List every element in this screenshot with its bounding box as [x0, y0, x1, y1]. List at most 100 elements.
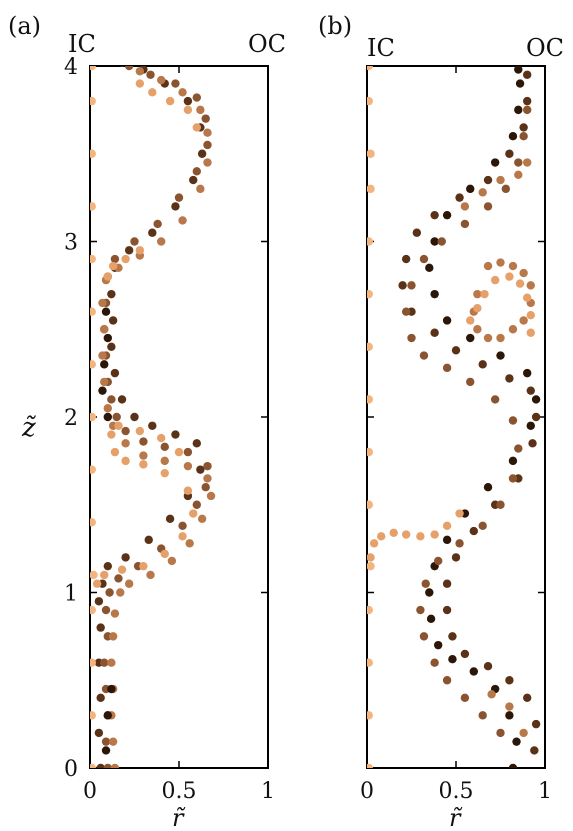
ic-tag: IC: [367, 34, 395, 62]
data-point: [135, 426, 145, 436]
data-point: [412, 228, 422, 237]
data-point: [460, 219, 470, 229]
data-point: [103, 333, 113, 343]
data-point: [203, 128, 212, 137]
data-point: [478, 711, 487, 720]
data-point: [90, 570, 98, 580]
data-point: [167, 556, 177, 566]
plot-area-a: 0 0.5 1 0 1 2 3 4: [64, 55, 275, 804]
data-point: [192, 167, 201, 176]
data-point: [401, 307, 411, 316]
data-point: [531, 719, 541, 729]
data-point: [148, 88, 157, 97]
data-point: [183, 105, 193, 115]
data-point: [367, 605, 373, 615]
data-point: [496, 500, 505, 509]
x-tick-label: 1: [261, 779, 275, 804]
data-point: [483, 662, 493, 671]
data-point: [90, 360, 96, 369]
data-point: [526, 311, 535, 320]
data-point: [377, 532, 386, 541]
data-point: [201, 114, 210, 123]
data-point: [103, 272, 113, 281]
data-point: [512, 737, 521, 746]
data-point: [139, 437, 148, 446]
data-point: [531, 395, 541, 404]
data-point: [153, 219, 162, 229]
data-point: [514, 66, 523, 74]
data-point: [124, 66, 134, 71]
data-point: [107, 395, 116, 404]
data-point: [201, 483, 210, 492]
data-point: [483, 333, 493, 343]
data-point: [515, 79, 525, 88]
data-point: [480, 289, 489, 299]
panel-label: (a): [8, 12, 41, 40]
data-point: [157, 75, 166, 85]
data-point: [460, 202, 470, 211]
data-point: [90, 711, 96, 720]
data-point: [508, 261, 518, 271]
data-point: [103, 561, 113, 571]
data-point: [430, 237, 439, 246]
data-point: [105, 588, 114, 597]
data-point: [101, 307, 111, 316]
data-point: [514, 158, 523, 167]
data-point: [473, 325, 482, 334]
data-point: [146, 70, 155, 79]
data-point: [139, 451, 148, 460]
data-point: [523, 158, 532, 167]
data-point: [196, 105, 205, 115]
data-point: [107, 342, 116, 351]
data-point: [367, 237, 373, 246]
data-point: [108, 632, 118, 641]
data-point: [124, 579, 134, 588]
data-point: [531, 412, 541, 422]
data-point: [466, 184, 475, 194]
data-point: [110, 254, 120, 264]
data-point: [460, 693, 470, 702]
data-point: [174, 193, 184, 202]
data-point: [460, 649, 470, 659]
data-point: [483, 175, 493, 185]
data-point: [519, 268, 528, 278]
data-point: [100, 570, 109, 580]
data-point: [505, 149, 514, 158]
data-point: [90, 412, 96, 422]
data-point: [100, 325, 109, 334]
data-point: [121, 553, 130, 562]
data-point: [206, 491, 216, 501]
data-point: [367, 553, 375, 562]
data-point: [101, 746, 111, 755]
data-point: [430, 530, 439, 539]
data-point: [501, 184, 511, 194]
ic-tag: IC: [68, 30, 96, 58]
data-point: [144, 535, 153, 545]
data-point: [90, 202, 96, 211]
data-point: [178, 521, 187, 531]
data-point: [197, 514, 207, 523]
data-point: [508, 132, 518, 141]
data-point: [178, 88, 187, 97]
data-point: [189, 509, 198, 518]
data-point: [505, 272, 514, 281]
data-point: [430, 328, 439, 337]
data-point: [523, 96, 532, 106]
data-point: [100, 360, 109, 369]
data-point: [100, 658, 109, 667]
data-point: [367, 96, 373, 106]
y-tick-label: 0: [64, 757, 78, 782]
data-point: [505, 702, 514, 711]
data-point: [425, 263, 434, 273]
data-point: [421, 579, 430, 588]
data-point: [367, 763, 373, 768]
data-point: [121, 456, 130, 466]
data-point: [419, 351, 429, 360]
data-point: [90, 465, 96, 474]
data-point: [442, 521, 452, 531]
data-point: [183, 96, 193, 106]
data-point: [505, 676, 514, 685]
data-point: [130, 237, 139, 246]
data-point: [160, 549, 169, 559]
